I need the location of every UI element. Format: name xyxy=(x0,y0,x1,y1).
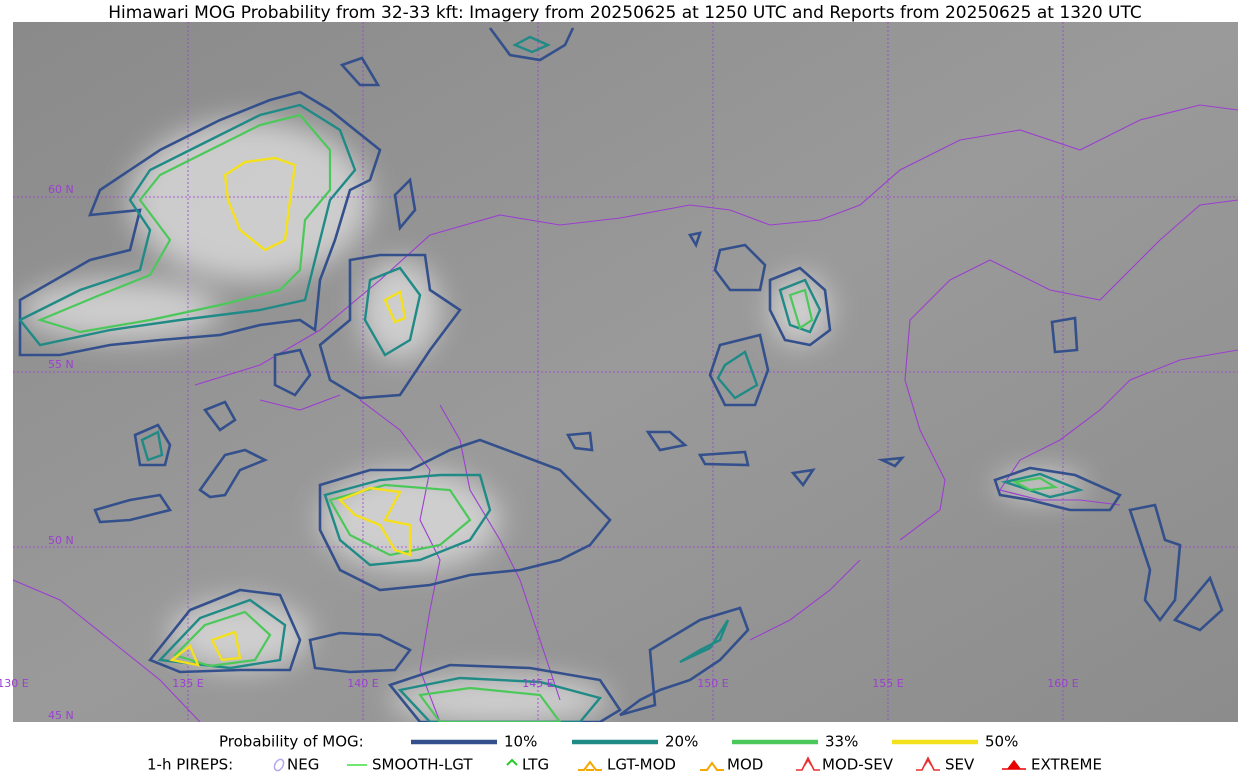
longitude-label: 155 E xyxy=(872,677,903,690)
pirep-icon xyxy=(578,760,602,771)
legend-label: LGT-MOD xyxy=(607,756,676,774)
legend-label: LTG xyxy=(522,756,549,774)
longitude-label: 130 E xyxy=(0,677,29,690)
map xyxy=(13,22,1238,722)
legend-label: MOD-SEV xyxy=(822,756,894,774)
longitude-label: 145 E xyxy=(522,677,553,690)
longitude-label: 140 E xyxy=(347,677,378,690)
pirep-icon xyxy=(273,758,285,772)
pirep-icon xyxy=(1002,759,1026,770)
pirep-icon xyxy=(796,756,820,771)
mog-contours xyxy=(18,27,1224,722)
pirep-icon-part xyxy=(916,756,940,771)
pirep-icon-part xyxy=(506,758,518,766)
pirep-icon-part xyxy=(796,756,820,771)
legend-title: Probability of MOG: xyxy=(219,733,364,751)
legend: Probability of MOG: 10% 20% 33% 50% 1-h PIREP… xyxy=(147,733,1102,774)
legend-label: 50% xyxy=(985,733,1018,751)
pirep-icon-part xyxy=(578,760,602,771)
graticule xyxy=(13,22,1238,722)
pirep-icon xyxy=(700,761,724,771)
legend-label: SEV xyxy=(945,756,975,774)
legend-label: 33% xyxy=(825,733,858,751)
legend-label: MOD xyxy=(727,756,763,774)
legend-label: NEG xyxy=(287,756,319,774)
pirep-icon xyxy=(506,758,518,766)
longitude-label: 150 E xyxy=(697,677,728,690)
longitude-label: 135 E xyxy=(172,677,203,690)
latitude-label: 45 N xyxy=(48,709,74,722)
pirep-icon-part xyxy=(273,758,285,772)
pirep-icon-part xyxy=(700,761,724,771)
pirep-icon-part xyxy=(1002,759,1026,770)
title: Himawari MOG Probability from 32-33 kft:… xyxy=(108,3,1142,23)
legend-label: 10% xyxy=(504,733,537,751)
map-labels: 60 N 55 N 50 N 45 N 130 E 135 E 140 E 145 E 150 … xyxy=(0,183,1079,722)
legend-title: 1-h PIREPS: xyxy=(147,756,233,774)
longitude-label: 160 E xyxy=(1047,677,1078,690)
pirep-icon xyxy=(916,756,940,771)
latitude-label: 60 N xyxy=(48,183,74,196)
latitude-label: 50 N xyxy=(48,534,74,547)
legend-label: SMOOTH-LGT xyxy=(372,756,473,774)
legend-label: 20% xyxy=(665,733,698,751)
latitude-label: 55 N xyxy=(48,358,74,371)
legend-label: EXTREME xyxy=(1031,756,1102,774)
